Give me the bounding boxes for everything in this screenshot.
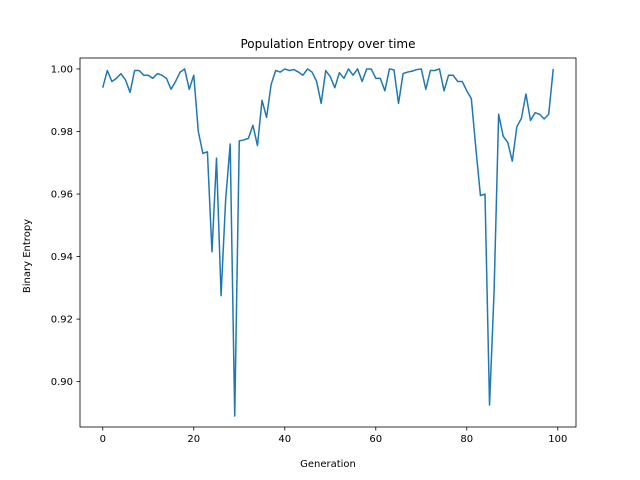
x-axis-ticks: 0 20 40 60 80 100 — [100, 427, 567, 445]
x-tick-label: 60 — [369, 434, 382, 445]
y-tick-label: 0.90 — [51, 377, 73, 388]
y-axis-ticks: 0.90 0.92 0.94 0.96 0.98 1.00 — [51, 64, 80, 388]
y-tick-label: 1.00 — [51, 64, 73, 75]
x-axis-label: Generation — [300, 459, 356, 470]
x-tick-label: 40 — [278, 434, 291, 445]
chart-title: Population Entropy over time — [241, 37, 416, 51]
x-tick-label: 20 — [187, 434, 200, 445]
axes-frame — [79, 57, 577, 428]
y-tick-label: 0.92 — [51, 315, 73, 326]
x-tick-label: 80 — [460, 434, 473, 445]
series-line-0 — [102, 68, 554, 417]
plot-area — [102, 68, 554, 417]
y-tick-label: 0.98 — [51, 127, 73, 138]
y-axis-label: Binary Entropy — [22, 219, 33, 293]
x-tick-label: 100 — [548, 434, 567, 445]
y-tick-label: 0.96 — [51, 190, 73, 201]
x-tick-label: 0 — [100, 434, 106, 445]
y-tick-label: 0.94 — [51, 252, 73, 263]
